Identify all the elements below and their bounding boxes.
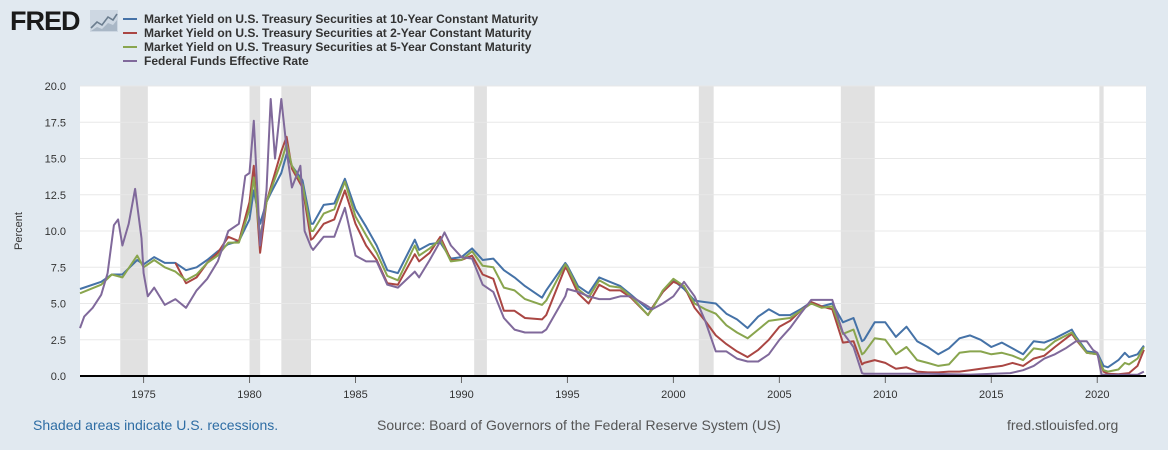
y-tick-label: 17.5 — [45, 117, 66, 129]
y-tick-label: 20.0 — [45, 81, 66, 93]
legend-label-fed-funds: Federal Funds Effective Rate — [144, 54, 309, 68]
x-tick-label: 1980 — [237, 389, 261, 401]
line-chart[interactable]: 0.0 2.5 5.0 7.5 10.0 12.5 15.0 17.5 20.0 1975 198… — [0, 70, 1168, 410]
source-note: Source: Board of Governors of the Federa… — [377, 417, 781, 433]
legend-label-5-year: Market Yield on U.S. Treasury Securities… — [144, 40, 532, 54]
x-tick-label: 2015 — [979, 389, 1003, 401]
y-axis-ticks: 0.0 2.5 5.0 7.5 10.0 12.5 15.0 17.5 20.0 — [45, 81, 66, 383]
fred-logo-text: FRED — [10, 6, 80, 36]
legend-swatch-fed-funds — [123, 60, 137, 62]
series-fed-funds[interactable] — [79, 98, 1145, 376]
x-tick-label: 1975 — [131, 389, 155, 401]
fred-logo[interactable]: FRED — [10, 6, 122, 36]
y-tick-label: 10.0 — [45, 226, 66, 238]
x-tick-label: 2020 — [1085, 389, 1109, 401]
x-tick-label: 1995 — [555, 389, 579, 401]
y-tick-label: 15.0 — [45, 154, 66, 166]
legend-label-10-year: Market Yield on U.S. Treasury Securities… — [144, 12, 539, 26]
y-axis-title: Percent — [13, 212, 25, 250]
x-tick-label: 2005 — [767, 389, 791, 401]
x-axis-ticks: 1975 1980 1985 1990 1995 2000 2005 2010 2015 2020 — [131, 376, 1109, 401]
y-tick-label: 5.0 — [51, 299, 66, 311]
y-tick-label: 12.5 — [45, 190, 66, 202]
y-tick-label: 2.5 — [51, 335, 66, 347]
recession-note: Shaded areas indicate U.S. recessions. — [33, 417, 279, 433]
x-tick-label: 2000 — [661, 389, 685, 401]
x-tick-label: 1985 — [343, 389, 367, 401]
legend-swatch-10-year — [123, 18, 137, 20]
legend-swatch-5-year — [123, 46, 137, 48]
legend-swatch-2-year — [123, 32, 137, 34]
x-tick-label: 2010 — [873, 389, 897, 401]
y-tick-label: 0.0 — [51, 371, 66, 383]
site-link[interactable]: fred.stlouisfed.org — [1007, 417, 1119, 433]
y-tick-label: 7.5 — [51, 262, 66, 274]
legend-label-2-year: Market Yield on U.S. Treasury Securities… — [144, 26, 532, 40]
fred-logo-graph-icon — [90, 10, 118, 32]
x-tick-label: 1990 — [449, 389, 473, 401]
series-lines — [79, 98, 1145, 376]
